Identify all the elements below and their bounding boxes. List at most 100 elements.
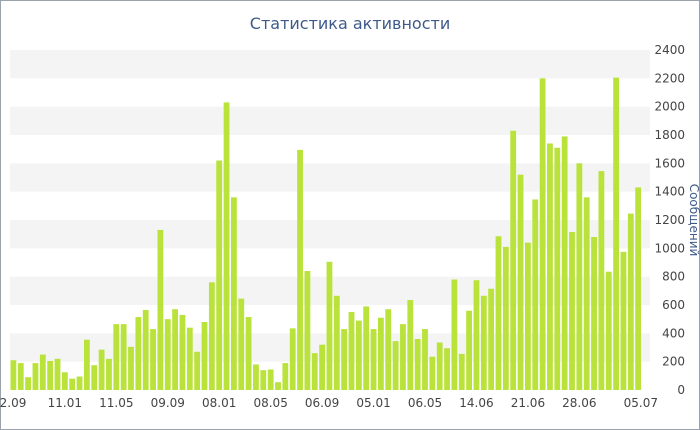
bar[interactable] [502,246,509,390]
bar[interactable] [223,102,230,391]
bar[interactable] [532,199,539,390]
bar[interactable] [348,312,355,390]
bar[interactable] [84,339,90,390]
bar[interactable] [392,341,399,390]
bar[interactable] [142,309,149,390]
bar[interactable] [113,324,120,390]
bar[interactable] [451,279,458,391]
grid-band [10,106,650,135]
bar[interactable] [47,360,54,390]
bar[interactable] [267,369,274,390]
bar[interactable] [385,309,392,390]
bar[interactable] [260,370,267,390]
bar[interactable] [400,324,406,390]
bar[interactable] [495,236,502,390]
x-tick-label: 08.01 [202,396,236,410]
bar[interactable] [157,229,164,390]
bar[interactable] [69,378,76,390]
y-tick-label: 1600 [654,156,685,170]
bar[interactable] [25,377,31,390]
bar[interactable] [216,160,223,391]
bar[interactable] [98,349,105,390]
bar[interactable] [370,329,377,390]
bar[interactable] [135,317,142,390]
x-tick-label: 09.09 [151,396,185,410]
bar[interactable] [466,310,472,390]
bar[interactable] [253,364,259,391]
bar[interactable] [458,353,465,390]
bar[interactable] [598,171,605,390]
bar[interactable] [473,280,480,390]
x-tick-label: 11.05 [99,396,133,410]
bar[interactable] [179,314,186,390]
y-axis-label: Сообщений [687,184,700,257]
bar[interactable] [378,317,384,390]
bar[interactable] [91,365,98,390]
bar[interactable] [635,187,642,390]
x-tick-label: 12.09 [0,396,26,410]
y-tick-label: 1800 [654,128,685,142]
bar[interactable] [510,130,517,390]
bar[interactable] [591,237,597,390]
bar[interactable] [186,327,193,390]
bar[interactable] [444,348,450,390]
bar[interactable] [120,324,127,390]
bar[interactable] [39,354,46,390]
bar[interactable] [605,271,612,390]
bar[interactable] [363,306,370,390]
bar[interactable] [194,351,201,390]
bar[interactable] [297,149,303,390]
bar[interactable] [164,319,171,390]
bar[interactable] [201,322,208,390]
bar[interactable] [341,329,348,390]
bar[interactable] [326,261,333,390]
bar[interactable] [407,300,414,390]
bar[interactable] [620,251,627,390]
bar[interactable] [517,174,524,390]
bar[interactable] [539,78,546,390]
bar[interactable] [613,77,619,390]
bar[interactable] [525,242,531,390]
bar[interactable] [547,143,553,391]
y-tick-label: 600 [662,298,685,312]
bar[interactable] [333,295,340,390]
bar[interactable] [429,356,436,390]
bar[interactable] [355,320,362,390]
bar[interactable] [422,329,428,390]
bar[interactable] [208,282,215,390]
bar[interactable] [311,353,318,390]
bar[interactable] [172,309,178,390]
bar[interactable] [488,288,495,390]
x-tick-label: 05.01 [356,396,390,410]
bar[interactable] [576,163,583,390]
bar[interactable] [304,271,311,390]
bar[interactable] [414,339,421,390]
bar[interactable] [561,136,568,390]
bar[interactable] [275,382,281,390]
bar[interactable] [480,295,487,390]
bar[interactable] [627,213,634,390]
bar[interactable] [554,147,561,390]
bar[interactable] [282,363,289,390]
bar-series [10,77,642,391]
bar[interactable] [32,363,39,390]
x-tick-label: 11.01 [48,396,82,410]
bar[interactable] [17,363,24,390]
bar[interactable] [106,358,112,390]
bar[interactable] [289,328,296,390]
bar[interactable] [436,342,443,390]
bar[interactable] [76,376,83,390]
bar[interactable] [54,358,61,390]
bar[interactable] [10,360,17,390]
bar[interactable] [319,344,325,390]
bar[interactable] [61,372,68,390]
bar[interactable] [128,346,134,390]
bar[interactable] [231,197,237,390]
bar[interactable] [569,232,575,390]
bar[interactable] [150,329,156,390]
bar[interactable] [245,317,252,390]
y-tick-label: 0 [677,383,685,397]
x-tick-label: 06.05 [408,396,442,410]
bar[interactable] [238,298,245,390]
bar[interactable] [583,197,590,390]
